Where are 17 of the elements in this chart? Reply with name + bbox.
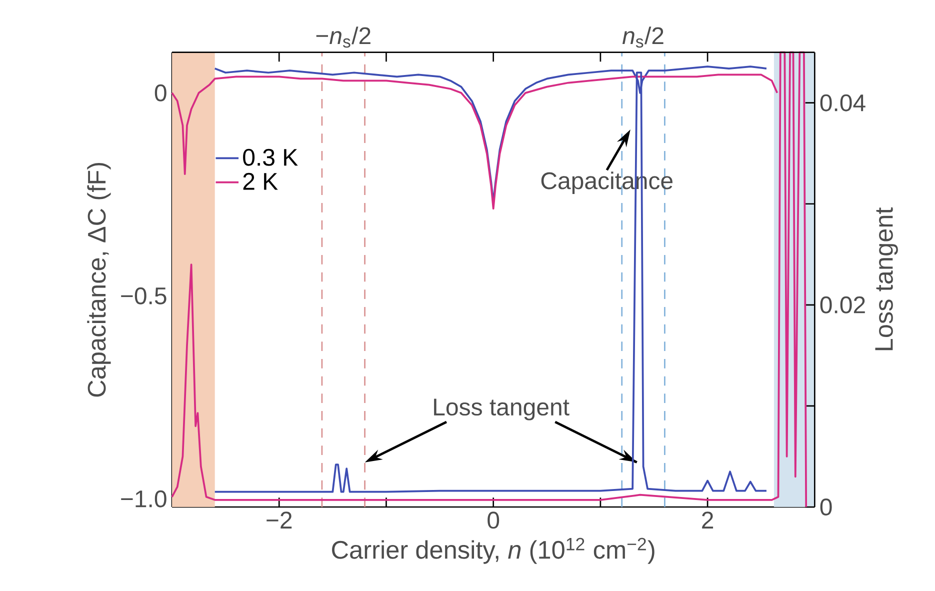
y2-tick-label: 0.04 — [820, 94, 866, 112]
text: n$_{s}$/2 — [622, 26, 664, 48]
y-tick-label: −0.5 — [121, 287, 166, 304]
y2-tick-label: 0.02 — [820, 296, 865, 314]
x-axis-title: Carrier density, n (10$^{12}$ cm$^{−2}$) — [332, 538, 654, 564]
y-tick-label: −1.0 — [121, 490, 166, 508]
legend-label: 2 K — [243, 172, 278, 190]
legend-label: 0.3 K — [243, 148, 298, 166]
y-tick-label: 0 — [154, 84, 166, 102]
y2-tick-label: 0 — [820, 498, 832, 516]
x-tick-label: 2 — [702, 512, 714, 528]
annotation: Loss tangent — [434, 398, 570, 420]
y-axis-title: Capacitance, ΔC (fF) — [87, 162, 111, 397]
text: −n$_{s}$/2 — [316, 26, 370, 48]
x-tick-label: 0 — [488, 512, 500, 529]
y2-axis-title: Loss tangent — [875, 207, 898, 350]
x-tick-label: −2 — [266, 512, 292, 528]
